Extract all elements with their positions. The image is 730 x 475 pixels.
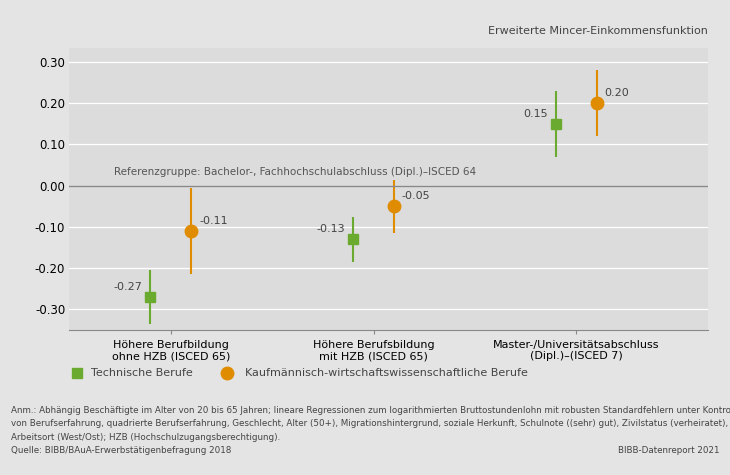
Text: -0.05: -0.05 (402, 191, 431, 201)
Text: Quelle: BIBB/BAuA-Erwerbstätigenbefragung 2018: Quelle: BIBB/BAuA-Erwerbstätigenbefragun… (11, 446, 231, 455)
Text: BIBB-Datenreport 2021: BIBB-Datenreport 2021 (618, 446, 719, 455)
Text: Erweiterte Mincer-Einkommensfunktion: Erweiterte Mincer-Einkommensfunktion (488, 26, 708, 36)
Text: 0.15: 0.15 (523, 109, 548, 119)
Text: Anm.: Abhängig Beschäftigte im Alter von 20 bis 65 Jahren; lineare Regressionen : Anm.: Abhängig Beschäftigte im Alter von… (11, 406, 730, 415)
Text: Kaufmännisch-wirtschaftswissenschaftliche Berufe: Kaufmännisch-wirtschaftswissenschaftlich… (245, 368, 527, 378)
Text: 0.20: 0.20 (604, 88, 629, 98)
Text: -0.11: -0.11 (199, 216, 228, 226)
Text: -0.27: -0.27 (113, 282, 142, 292)
Text: von Berufserfahrung, quadrierte Berufserfahrung, Geschlecht, Alter (50+), Migrat: von Berufserfahrung, quadrierte Berufser… (11, 419, 730, 428)
Text: -0.13: -0.13 (317, 224, 345, 234)
Text: Arbeitsort (West/Ost); HZB (Hochschulzugangsberechtigung).: Arbeitsort (West/Ost); HZB (Hochschulzug… (11, 433, 280, 442)
Text: Technische Berufe: Technische Berufe (91, 368, 193, 378)
Text: Referenzgruppe: Bachelor-, Fachhochschulabschluss (Dipl.)–ISCED 64: Referenzgruppe: Bachelor-, Fachhochschul… (114, 167, 476, 177)
